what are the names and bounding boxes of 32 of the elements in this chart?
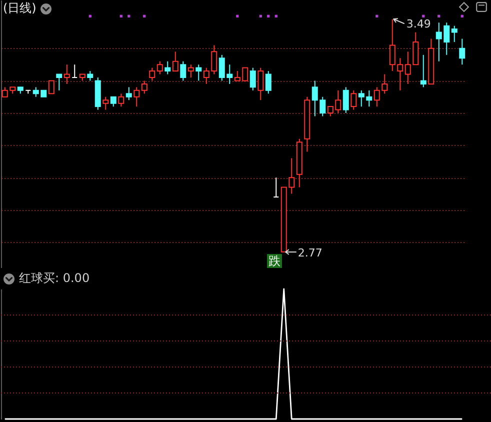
candlestick — [258, 67, 264, 101]
annotation: 跌 — [266, 254, 282, 268]
candlestick — [273, 177, 280, 198]
candlestick — [48, 80, 54, 94]
candlestick — [250, 67, 256, 91]
candlestick — [126, 86, 132, 101]
candlestick — [149, 67, 156, 82]
candlestick — [451, 25, 458, 42]
candlestick — [188, 64, 194, 78]
candlestick — [180, 60, 186, 82]
candlestick — [459, 38, 466, 66]
chart-title: (日线) — [3, 1, 36, 16]
candlestick — [342, 86, 349, 114]
candlestick — [134, 86, 140, 108]
candlestick — [141, 80, 148, 94]
chart-title: 红球买: 0.00 — [19, 271, 90, 286]
annotation: 2.77 — [298, 246, 322, 260]
candlestick — [118, 93, 124, 108]
candlestick — [196, 64, 202, 82]
candlestick — [350, 90, 357, 110]
annotation: 3.49 — [406, 17, 431, 30]
candlestick — [265, 70, 272, 94]
candlestick — [420, 54, 426, 88]
candlestick — [102, 96, 109, 110]
candlestick — [164, 60, 171, 75]
candlestick — [56, 74, 62, 91]
candlestick — [156, 60, 163, 75]
candlestick — [72, 64, 78, 78]
candlestick — [172, 51, 178, 72]
candlestick — [64, 64, 70, 84]
candlestick — [87, 70, 94, 82]
candlestick — [110, 96, 116, 108]
